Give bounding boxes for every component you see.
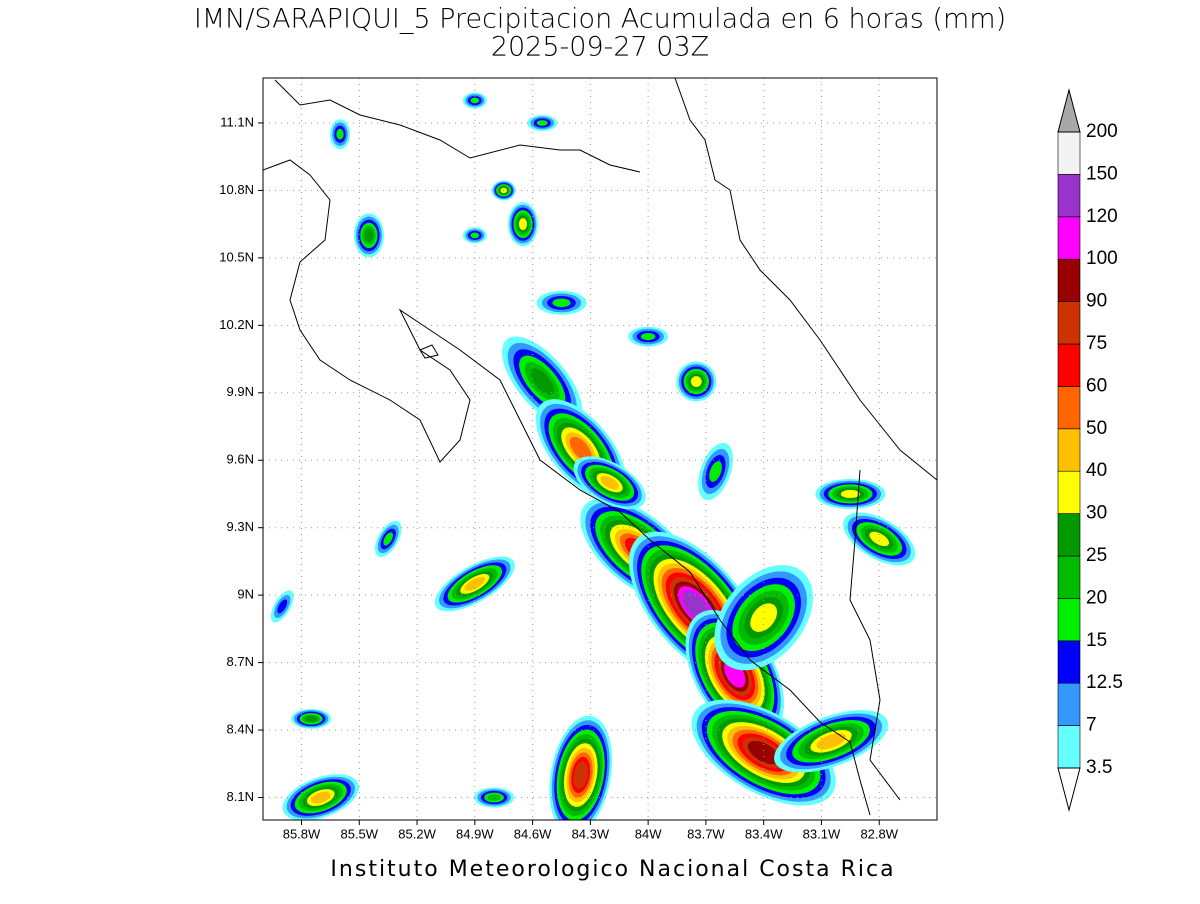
pacific-coast <box>263 159 871 816</box>
lon-label: 83.4W <box>745 826 783 841</box>
colorbar-label: 15 <box>1086 630 1107 651</box>
precip-contour <box>869 531 890 547</box>
precip-contour <box>470 232 480 239</box>
colorbar-box <box>1057 725 1081 769</box>
precip-contour <box>464 576 486 591</box>
colorbar-label: 40 <box>1086 460 1107 481</box>
lat-label: 9.6N <box>227 452 254 467</box>
lat-label: 10.5N <box>219 249 254 264</box>
colorbar-label: 20 <box>1086 587 1107 608</box>
colorbar-label: 75 <box>1086 333 1107 354</box>
precip-contour <box>600 475 619 490</box>
lat-label: 8.4N <box>227 721 254 736</box>
colorbar-label: 120 <box>1086 206 1118 227</box>
precip-contour <box>336 128 344 140</box>
precip-contour <box>305 715 317 722</box>
colorbar-box <box>1057 216 1081 260</box>
lat-label: 8.7N <box>227 654 254 669</box>
colorbar-over <box>1057 88 1081 133</box>
colorbar-box <box>1057 640 1081 684</box>
colorbar-box <box>1057 428 1081 472</box>
lon-label: 85.8W <box>283 826 321 841</box>
colorbar-label: 90 <box>1086 291 1107 312</box>
precip-contour <box>816 733 846 750</box>
lon-label: 85.5W <box>340 826 378 841</box>
precip-contour <box>487 794 501 801</box>
colorbar-label: 60 <box>1086 375 1107 396</box>
colorbar-box <box>1057 174 1081 218</box>
colorbar: 3.5 7 12.5 15 20 25 30 40 50 60 75 90 100 120 150 200 <box>1057 88 1123 812</box>
lat-label: 8.1N <box>227 789 254 804</box>
footer: Instituto Meteorologico Nacional Costa R… <box>330 857 895 882</box>
colorbar-box <box>1057 386 1081 430</box>
island <box>419 344 439 359</box>
precip-contour <box>840 489 860 499</box>
precip-contour <box>690 376 702 387</box>
panama-border <box>849 469 901 801</box>
lat-label: 9N <box>237 587 254 602</box>
lat-label: 9.9N <box>227 384 254 399</box>
precip-contour <box>747 740 780 765</box>
colorbar-label: 7 <box>1086 715 1097 736</box>
precip-contour <box>552 298 571 308</box>
precip-contour <box>569 436 592 462</box>
title: IMN/SARAPIQUI_5 Precipitacion Acumulada … <box>194 4 1006 35</box>
lon-label: 84.9W <box>456 826 494 841</box>
coastlines <box>263 78 937 816</box>
precip-contour <box>530 368 554 395</box>
colorbar-box <box>1057 470 1081 514</box>
colorbar-label: 200 <box>1086 121 1118 142</box>
lon-label: 83.1W <box>803 826 841 841</box>
border <box>274 79 641 173</box>
colorbar-label: 100 <box>1086 248 1118 269</box>
colorbar-label: 30 <box>1086 503 1107 524</box>
colorbar-label: 12.5 <box>1086 672 1123 693</box>
colorbar-box <box>1057 598 1081 642</box>
subtitle: 2025-09-27 03Z <box>491 32 709 63</box>
precip-contour <box>750 603 778 632</box>
colorbar-under <box>1057 767 1081 812</box>
lat-label: 10.2N <box>219 317 254 332</box>
lat-label: 10.8N <box>219 182 254 197</box>
caribbean-coast <box>674 78 937 481</box>
colorbar-box <box>1057 513 1081 557</box>
lon-label: 84W <box>635 826 662 841</box>
colorbar-box <box>1057 343 1081 387</box>
precip-contour <box>573 761 588 789</box>
lon-label: 83.7W <box>687 826 725 841</box>
lat-label: 9.3N <box>227 519 254 534</box>
colorbar-label: 3.5 <box>1086 757 1112 778</box>
colorbar-box <box>1057 682 1081 726</box>
colorbar-box <box>1057 131 1081 175</box>
plot-frame <box>262 77 938 821</box>
precip-contour <box>518 218 528 231</box>
precip-contour <box>310 791 331 804</box>
precip-contour <box>364 228 374 242</box>
colorbar-label: 25 <box>1086 545 1107 566</box>
colorbar-label: 50 <box>1086 418 1107 439</box>
precip-contour <box>277 599 288 614</box>
precip-contour <box>536 120 548 126</box>
precipitation-field <box>270 92 916 820</box>
colorbar-box <box>1057 555 1081 599</box>
precip-contour <box>470 97 480 104</box>
lon-label: 84.6W <box>514 826 552 841</box>
lon-label: 85.2W <box>398 826 436 841</box>
lat-label: 11.1N <box>220 114 254 129</box>
colorbar-box <box>1057 258 1081 302</box>
colorbar-box <box>1057 301 1081 345</box>
precip-contour <box>383 532 393 546</box>
precip-contour <box>709 461 722 482</box>
lon-label: 84.3W <box>572 826 610 841</box>
lon-label: 82.8W <box>860 826 898 841</box>
colorbar-label: 150 <box>1086 163 1118 184</box>
